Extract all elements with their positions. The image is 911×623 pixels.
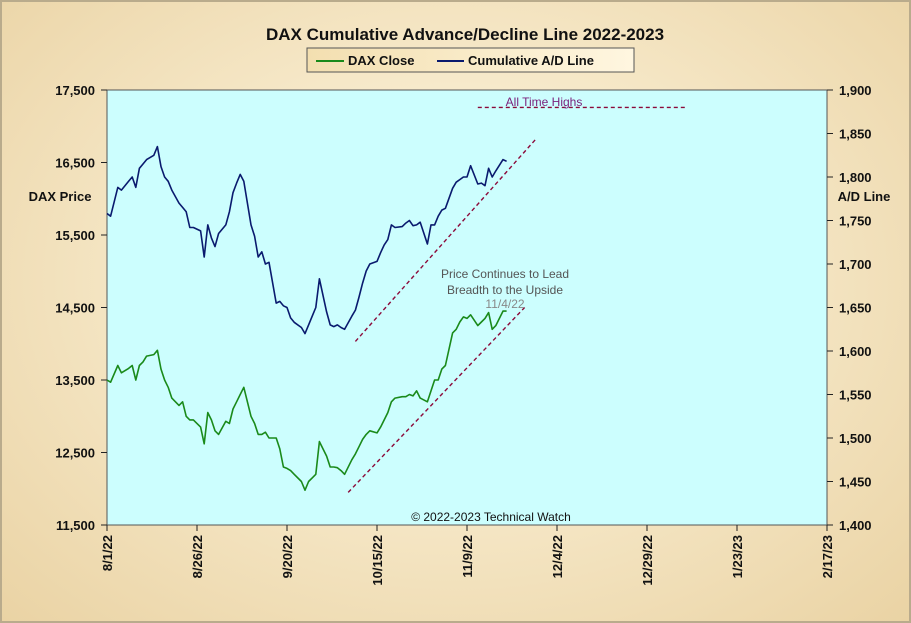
right-axis: 1,400 1,450 1,500 1,550 1,600 1,650 1,700 1,750… <box>827 83 872 533</box>
x-tick-label: 11/9/22 <box>460 535 475 578</box>
right-tick-label: 1,750 <box>839 214 872 229</box>
right-tick-label: 1,800 <box>839 170 872 185</box>
x-tick-label: 10/15/22 <box>370 535 385 586</box>
left-axis: 11,500 12,500 13,500 14,500 15,500 16,500 17,5… <box>55 83 107 533</box>
left-tick-label: 16,500 <box>55 156 95 171</box>
x-tick-label: 9/20/22 <box>280 535 295 578</box>
series <box>106 145 507 492</box>
legend: DAX Close Cumulative A/D Line <box>306 47 635 73</box>
legend-label-ad-line: Cumulative A/D Line <box>468 53 594 68</box>
annotation-all-time-highs: All Time Highs <box>506 95 583 109</box>
left-tick-label: 15,500 <box>55 228 95 243</box>
annotation-date: 11/4/22 <box>485 297 524 311</box>
x-tick-label: 2/17/23 <box>820 535 835 578</box>
right-tick-label: 1,500 <box>839 431 872 446</box>
legend-label-dax-close: DAX Close <box>348 53 414 68</box>
x-tick-label: 1/23/23 <box>730 535 745 578</box>
annotation-price-leads-1: Price Continues to Lead <box>441 267 569 281</box>
x-tick-label: 8/1/22 <box>100 535 115 571</box>
left-tick-label: 17,500 <box>55 83 95 98</box>
left-tick-label: 14,500 <box>55 301 95 316</box>
series-line-dax-close <box>106 310 507 492</box>
x-tick-label: 8/26/22 <box>190 535 205 578</box>
right-tick-label: 1,700 <box>839 257 872 272</box>
right-tick-label: 1,850 <box>839 127 872 142</box>
annotation-price-leads-2: Breadth to the Upside <box>447 283 563 297</box>
trendlines <box>347 106 687 493</box>
right-tick-label: 1,400 <box>839 518 872 533</box>
trendline <box>347 307 526 493</box>
right-axis-label: A/D Line <box>838 189 891 204</box>
left-tick-label: 11,500 <box>56 518 95 533</box>
plot-area <box>106 89 828 526</box>
right-tick-label: 1,600 <box>839 344 872 359</box>
left-tick-label: 12,500 <box>55 446 95 461</box>
left-axis-label: DAX Price <box>29 189 92 204</box>
right-tick-label: 1,450 <box>839 475 872 490</box>
x-tick-label: 12/29/22 <box>640 535 655 586</box>
copyright: © 2022-2023 Technical Watch <box>411 510 571 524</box>
chart-title: DAX Cumulative Advance/Decline Line 2022… <box>266 25 664 44</box>
legend-box <box>306 47 635 73</box>
right-tick-label: 1,900 <box>839 83 872 98</box>
x-tick-label: 12/4/22 <box>550 535 565 578</box>
trendline <box>354 139 536 342</box>
left-tick-label: 13,500 <box>55 373 95 388</box>
x-axis: 8/1/22 8/26/22 9/20/22 10/15/22 11/9/22 12/4/… <box>100 525 835 586</box>
series-line-cumulative-a-d-line <box>106 145 507 335</box>
right-tick-label: 1,550 <box>839 388 872 403</box>
right-tick-label: 1,650 <box>839 301 872 316</box>
